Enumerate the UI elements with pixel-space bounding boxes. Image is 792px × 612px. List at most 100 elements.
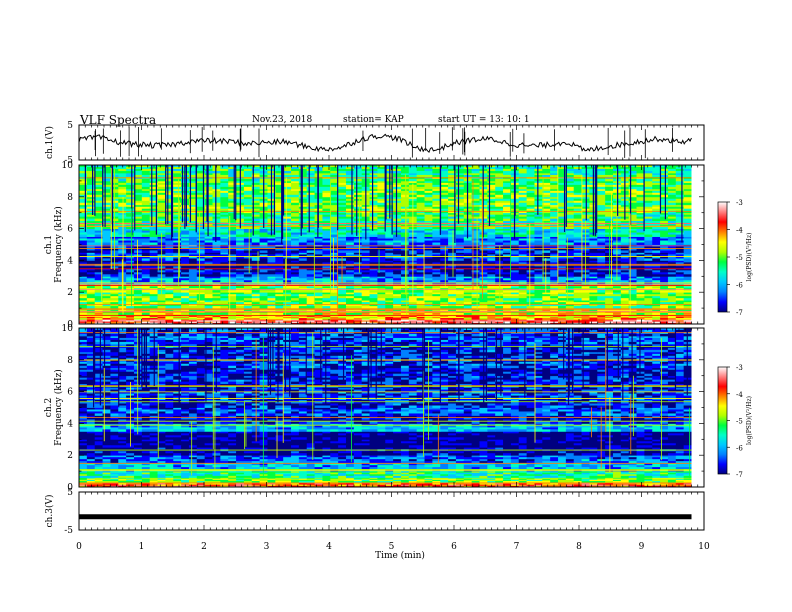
spectrogram-cell	[605, 286, 614, 289]
spectrogram-cell	[479, 306, 488, 309]
spectrogram-cell	[550, 218, 559, 222]
spectrogram-cell	[542, 238, 551, 241]
spectrogram-cell	[165, 316, 174, 319]
spectrogram-cell	[369, 226, 378, 229]
spectrogram-cell	[228, 218, 237, 222]
spectrogram-cell	[487, 315, 496, 318]
spectrogram-cell	[267, 276, 276, 279]
spectrogram-cell	[424, 246, 433, 249]
spectrogram-cell	[377, 314, 386, 317]
spectrogram-cell	[487, 204, 496, 208]
spectrogram-cell	[644, 230, 653, 233]
spectrogram-cell	[165, 214, 174, 218]
spectrogram-cell	[353, 206, 363, 210]
spectrogram-cell	[589, 314, 598, 317]
spectrogram-cell	[314, 316, 323, 319]
spectrogram-cell	[212, 306, 221, 309]
spectrogram-cell	[518, 248, 527, 251]
spectrogram-cell	[605, 296, 614, 299]
spectrogram-cell	[196, 314, 206, 317]
spectrogram-cell	[660, 286, 669, 289]
spectrogram-cell	[518, 212, 527, 216]
spectrogram-cell	[94, 242, 103, 245]
spectrogram-cell	[275, 214, 284, 218]
spectrogram-cell	[652, 294, 661, 297]
spectrogram-cell	[94, 290, 103, 293]
spectrogram-cell	[385, 302, 394, 305]
spectrogram-cell	[408, 314, 418, 317]
spectrogram-cell	[542, 302, 551, 305]
spectrogram-cell	[259, 242, 268, 245]
spectrogram-cell	[408, 312, 418, 315]
spectrogram-cell	[534, 316, 543, 319]
spectrogram-cell	[275, 286, 284, 289]
spectrogram-cell	[440, 250, 449, 253]
spectrogram-cell	[612, 290, 622, 293]
spectrogram-cell	[573, 314, 582, 317]
spectrogram-cell	[628, 208, 637, 212]
spectrogram-cell	[314, 314, 323, 317]
spectrogram-cell	[345, 318, 355, 320]
spectrogram-cell	[94, 300, 103, 303]
spectrogram-cell	[510, 290, 520, 293]
spectrogram-cell	[620, 294, 630, 297]
spectrogram-cell	[660, 240, 669, 243]
spectrogram-cell	[196, 242, 206, 245]
spectrogram-cell	[314, 252, 323, 255]
spectrogram-cell	[330, 318, 339, 320]
spectrogram-cell	[471, 296, 480, 299]
spectrogram-cell	[424, 256, 433, 259]
spectrogram-cell	[322, 240, 331, 243]
spectrogram-cell	[79, 280, 88, 283]
spectrogram-cell	[196, 286, 206, 289]
spectrogram-cell	[667, 208, 677, 212]
spectrogram-cell	[212, 272, 221, 275]
spectrogram-cell	[652, 306, 661, 309]
spectrogram-cell	[204, 206, 213, 210]
spectrogram-cell	[612, 320, 622, 323]
spectrogram-cell	[204, 292, 213, 295]
spectrogram-cell	[510, 246, 520, 249]
spectrogram-cell	[267, 242, 276, 245]
spectrogram-cell	[181, 260, 190, 263]
spectrogram-cell	[267, 238, 276, 241]
spectrogram-cell	[118, 318, 127, 320]
spectrogram-cell	[518, 220, 527, 224]
start-time-label: start UT = 13: 10: 1	[438, 115, 530, 125]
spectrogram-cell	[291, 270, 300, 273]
spectrogram-cell	[345, 314, 355, 317]
spectrogram-cell	[377, 260, 386, 263]
spectrogram-cell	[338, 238, 347, 241]
spectrogram-cell	[212, 268, 221, 271]
spectrogram-cell	[636, 300, 645, 303]
spectrogram-cell	[181, 270, 190, 273]
spectrogram-cell	[133, 256, 143, 259]
spectrogram-cell	[220, 252, 229, 255]
spectrogram-cell	[314, 254, 323, 257]
spectrogram-cell	[133, 312, 143, 315]
spectrogram-cell	[157, 212, 166, 216]
spectrogram-cell	[149, 216, 158, 220]
spectrogram-cell	[558, 270, 567, 273]
spectrogram-cell	[181, 312, 190, 315]
spectrogram-cell	[526, 282, 535, 285]
spectrogram-cell	[416, 242, 425, 245]
spectrogram-cell	[353, 322, 363, 324]
spectrogram-cell	[353, 278, 363, 281]
spectrogram-cell	[220, 270, 229, 273]
spectrogram-cell	[400, 314, 410, 317]
spectrogram-cell	[518, 276, 527, 279]
spectrogram-cell	[589, 316, 598, 319]
spectrogram-cell	[275, 320, 284, 323]
spectrogram-cell	[542, 240, 551, 243]
spectrogram-cell	[141, 294, 151, 297]
spectrogram-cell	[550, 226, 559, 229]
spectrogram-cell	[204, 254, 213, 257]
spectrogram-cell	[126, 250, 135, 253]
spectrogram-cell	[620, 278, 630, 281]
spectrogram-cell	[181, 246, 190, 249]
spectrogram-cell	[102, 240, 111, 243]
spectrogram-cell	[479, 258, 488, 261]
spectrogram-cell	[675, 320, 685, 323]
spectrogram-cell	[298, 212, 308, 216]
